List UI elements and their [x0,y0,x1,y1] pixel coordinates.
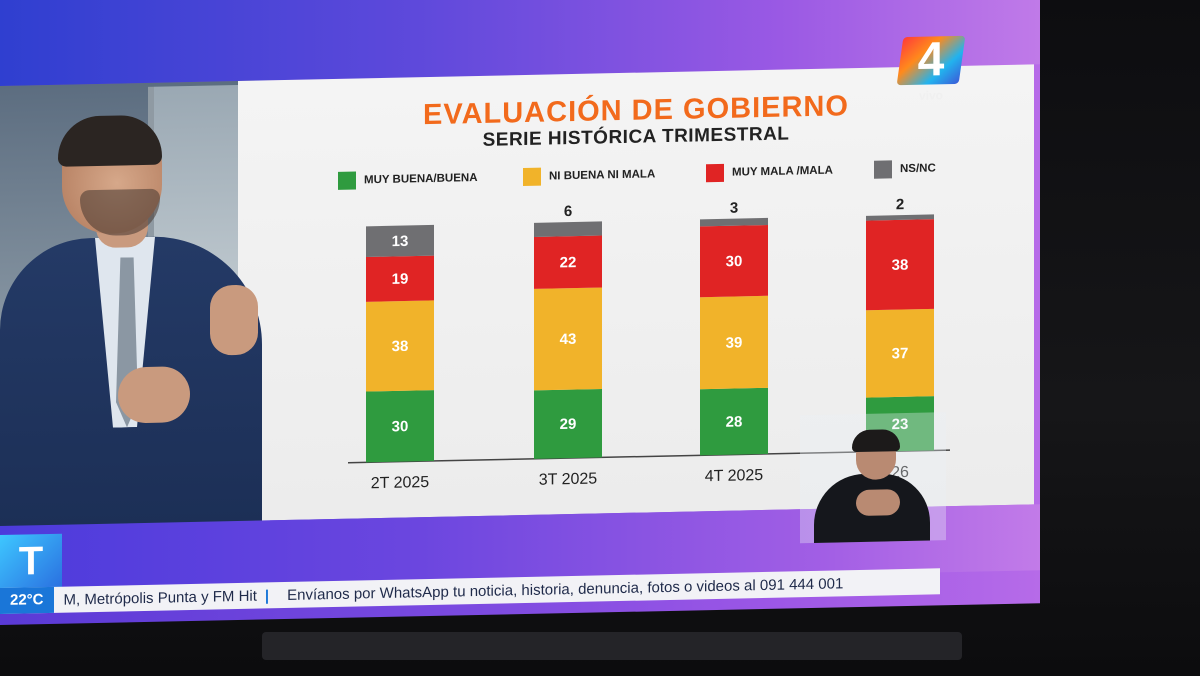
ticker-separator: | [264,586,270,604]
channel-4-logo: 4 vivo [896,33,966,107]
bar-value-label-0-1: 38 [392,338,409,355]
tv-screen: EVALUACIÓN DE GOBIERNO SERIE HISTÓRICA T… [0,0,1040,626]
stacked-bar-chart: 30 38 19 13 2T 2025 29 43 22 6 3T 2025 28 39 30 3 4T 2… [348,196,950,492]
bar-value-label-2-0: 28 [726,413,743,430]
bar-segment-3-1 [866,308,934,398]
bar-segment-2-2 [700,224,768,298]
bar-value-label-3-0: 23 [892,416,909,433]
bar-value-label-1-3: 6 [564,203,572,220]
bar-value-label-3-2: 38 [892,257,909,274]
soundbar [262,632,962,660]
channel-live-label: vivo [918,88,943,103]
interpreter-hands [856,489,900,517]
presenter-right-hand [210,284,258,356]
bar-segment-0-1 [366,300,434,392]
chart-panel: EVALUACIÓN DE GOBIERNO SERIE HISTÓRICA T… [238,64,1034,522]
bar-segment-3-2 [866,219,934,311]
bar-segment-2-3 [700,217,768,227]
x-axis-line [348,449,950,464]
ticker-temperature: 22°C [0,586,54,614]
x-tick-label-2: 4T 2025 [705,467,764,485]
bar-segment-0-2 [366,255,434,302]
bar-segment-1-1 [534,287,602,391]
bar-segment-1-2 [534,235,602,289]
bar-segment-0-3 [366,224,434,258]
bar-segment-2-1 [700,295,768,390]
channel-logo-number: 4 [917,33,945,87]
bar-value-label-2-1: 39 [726,334,743,351]
bar-segment-0-0 [366,390,434,463]
bar-value-label-1-2: 22 [560,254,577,271]
bar-segment-2-0 [700,387,768,456]
presenter [0,104,270,530]
bar-value-label-1-1: 43 [560,331,577,348]
bar-value-label-2-2: 30 [726,253,743,270]
sign-language-interpreter [800,412,946,544]
bar-segment-1-0 [534,388,602,459]
presenter-hair [58,114,162,167]
bar-value-label-0-2: 19 [392,271,409,288]
bar-segment-3-3 [866,214,934,221]
bar-value-label-0-3: 13 [392,233,409,250]
bar-segment-1-3 [534,221,602,237]
bar-value-label-2-3: 3 [730,200,738,217]
bar-value-label-3-1: 37 [892,345,909,362]
bar-value-label-0-0: 30 [392,418,409,435]
bar-value-label-3-3: 2 [896,196,904,213]
telemundo-logo: T [0,533,62,590]
ticker-segment-1: M, Metrópolis Punta y FM Hit [63,587,257,609]
bar-value-label-1-0: 29 [560,416,577,433]
x-tick-label-1: 3T 2025 [539,470,598,488]
interpreter-hair [852,429,900,453]
presenter-left-hand [118,366,190,424]
x-tick-label-0: 2T 2025 [371,474,430,492]
